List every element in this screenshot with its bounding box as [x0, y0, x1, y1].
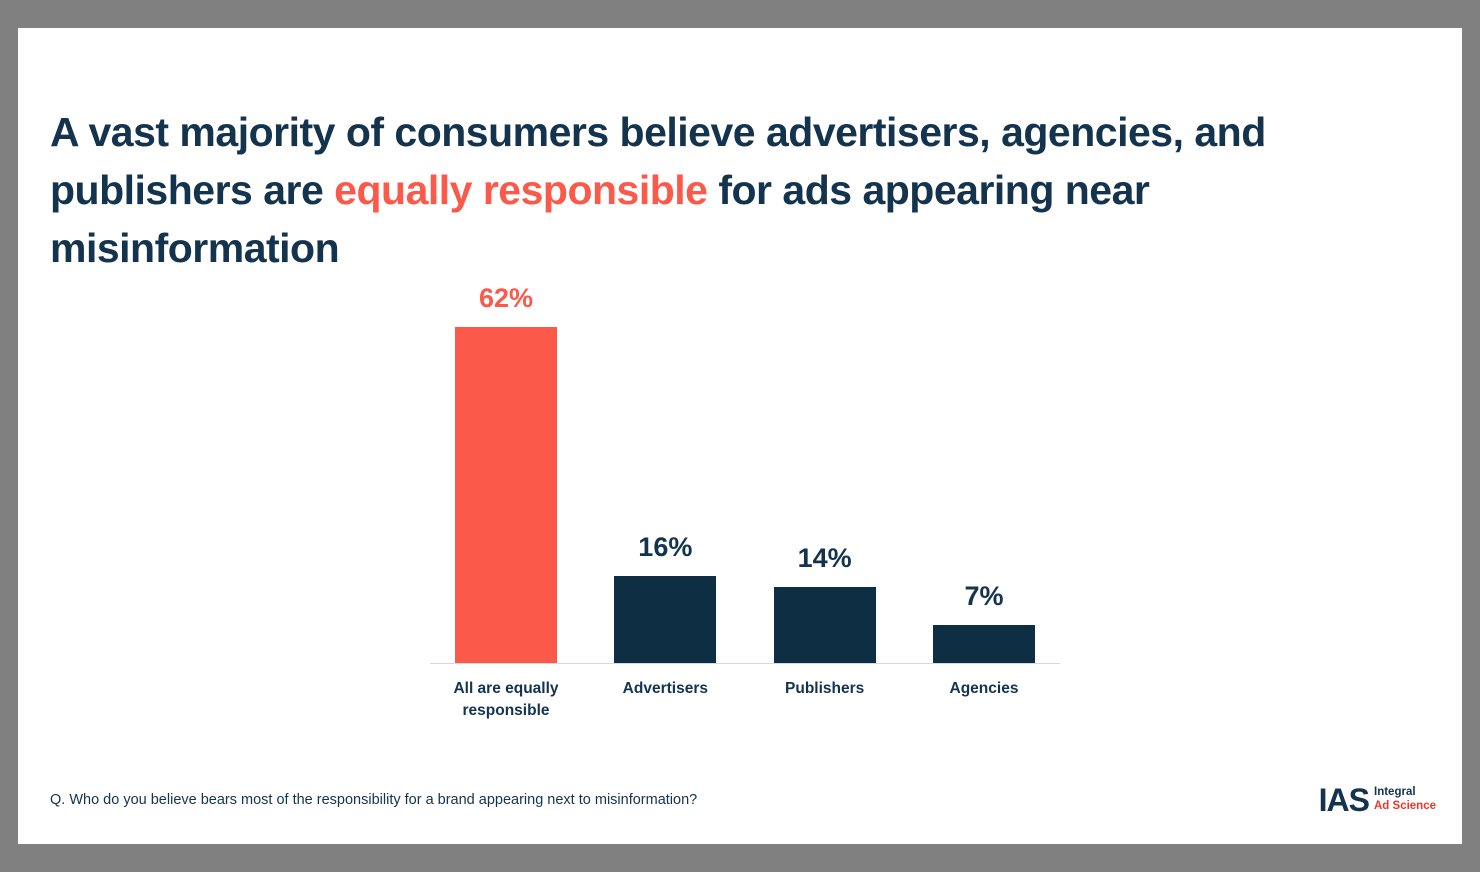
ias-logo-line1: Integral: [1374, 786, 1416, 799]
category-label: All are equally responsible: [453, 680, 559, 719]
category-label: Advertisers: [622, 680, 708, 697]
bar-group: 16%: [589, 532, 741, 663]
bar-group: 62%: [430, 283, 582, 663]
ias-logo: IAS Integral Ad Science: [1319, 784, 1436, 816]
slide-card: A vast majority of consumers believe adv…: [18, 28, 1462, 844]
bar: [932, 625, 1035, 663]
bar: [614, 576, 717, 663]
category-label: Agencies: [949, 680, 1019, 697]
bar-value-label: 16%: [638, 532, 693, 562]
title-part1: A vast majority of consumers believe adv…: [50, 109, 1266, 214]
ias-logo-abbr: IAS: [1318, 782, 1370, 818]
category-label: Publishers: [785, 680, 865, 697]
ias-logo-wordmark: Integral Ad Science: [1374, 786, 1436, 814]
title-highlight: equally responsible: [334, 167, 708, 214]
bar: [455, 327, 557, 663]
ias-logo-line2: Ad Science: [1374, 800, 1436, 812]
bar-value-label: 7%: [964, 581, 1004, 611]
footer-question: Q. Who do you believe bears most of the …: [50, 792, 698, 808]
chart-plot-area: 62% 16% 14% 7%: [430, 263, 1060, 664]
bar-value-label: 62%: [478, 283, 534, 313]
bar-chart: 62% 16% 14% 7% All are equally responsib…: [430, 263, 1060, 721]
bar-group: 14%: [749, 543, 901, 663]
chart-category-axis: All are equally responsible Advertisers …: [430, 678, 1060, 721]
page-title: A vast majority of consumers believe adv…: [50, 103, 1440, 277]
bar: [773, 587, 876, 663]
title-part2: for ads appearing near misinformation: [50, 167, 1150, 272]
bar-group: 7%: [908, 581, 1060, 663]
bar-value-label: 14%: [797, 543, 852, 573]
